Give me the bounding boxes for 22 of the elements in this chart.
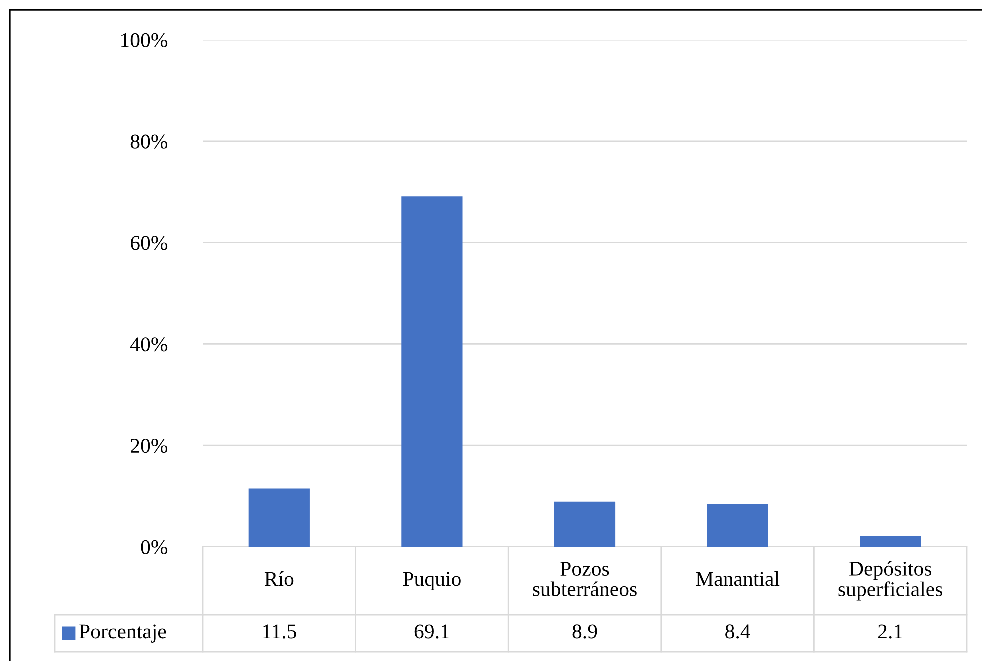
bar (402, 196, 463, 547)
data-label: 8.9 (572, 624, 598, 639)
y-tick-label: 100% (122, 33, 168, 48)
bar (554, 502, 616, 547)
y-tick-label: 80% (130, 134, 168, 149)
x-tick-label: Pozos subterráneos (533, 562, 637, 596)
x-tick-label: Puquio (403, 572, 461, 590)
bar (248, 488, 310, 547)
y-tick-label: 40% (130, 338, 168, 352)
x-tick-label: Río (264, 572, 294, 586)
data-label: 2.1 (878, 624, 902, 639)
y-tick-label: 20% (131, 438, 168, 454)
x-tick-label: Manantial (696, 572, 780, 586)
bar (707, 504, 768, 547)
y-tick-label: 60% (130, 236, 168, 250)
data-label: 11.5 (263, 624, 296, 639)
x-tick-label: Depósitos superficiales (838, 561, 942, 601)
bar (860, 536, 922, 547)
data-label: 69.1 (414, 624, 450, 639)
data-label: 8.4 (726, 624, 750, 639)
legend-label: Porcentaje (80, 624, 166, 643)
y-tick-label: 0% (141, 540, 168, 554)
